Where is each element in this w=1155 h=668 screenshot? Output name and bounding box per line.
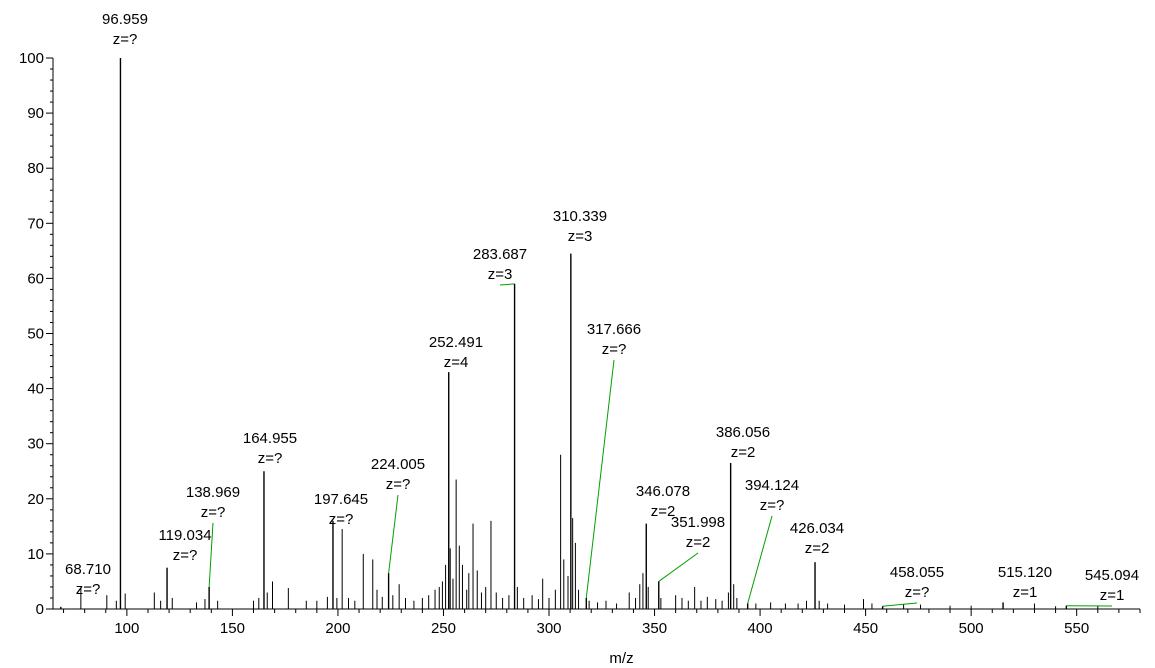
peak-charge-label: z=2 <box>731 444 756 461</box>
peak-charge-label: z=? <box>760 497 785 514</box>
peak-mz-label: 426.034 <box>790 520 844 537</box>
y-tick-label: 80 <box>27 160 44 177</box>
peak-charge-label: z=? <box>258 450 283 467</box>
x-tick-label: 200 <box>325 620 350 637</box>
peak-charge-label: z=? <box>905 584 930 601</box>
peak-mz-label: 252.491 <box>429 334 483 351</box>
label-leader-line <box>585 359 615 599</box>
peak-mz-label: 197.645 <box>314 491 368 508</box>
peak-charge-label: z=1 <box>1013 584 1038 601</box>
peak-charge-label: z=? <box>602 341 627 358</box>
peak-charge-label: z=1 <box>1100 587 1125 604</box>
y-tick-label: 70 <box>27 215 44 232</box>
y-axis-ticks: 0 10 20 30 40 50 60 70 80 90 100 <box>19 50 53 618</box>
peak-charge-label: z=2 <box>805 540 830 557</box>
peak-mz-label: 119.034 <box>158 527 211 544</box>
label-leader-line <box>658 552 699 582</box>
y-tick-label: 40 <box>27 381 44 398</box>
label-leader-line <box>747 515 773 604</box>
peak-mz-label: 96.959 <box>102 11 148 28</box>
label-leader-line <box>882 602 918 607</box>
peak-mz-label: 164.955 <box>243 430 297 447</box>
label-leader-line <box>388 494 399 574</box>
x-tick-label: 250 <box>431 620 456 637</box>
peak-mz-label: 317.666 <box>587 321 641 338</box>
peak-labels: 68.710 z=? 96.959 z=? 119.034 z=? 138.969 z=? 16… <box>65 11 1139 604</box>
axes: 100 150 200 250 300 350 400 450 500 550 0 10 20 30 40… <box>19 50 1141 667</box>
y-tick-label: 10 <box>27 546 44 563</box>
peak-mz-label: 310.339 <box>553 208 607 225</box>
peak-charge-label: z=? <box>113 31 138 48</box>
peak-mz-label: 458.055 <box>890 564 944 581</box>
peak-charge-label: z=? <box>386 476 411 493</box>
y-tick-label: 30 <box>27 436 44 453</box>
x-tick-label: 300 <box>536 620 561 637</box>
x-tick-label: 500 <box>959 620 984 637</box>
x-tick-label: 150 <box>220 620 245 637</box>
y-tick-label: 0 <box>36 601 44 618</box>
peak-mz-label: 545.094 <box>1085 567 1139 584</box>
y-tick-label: 20 <box>27 491 44 508</box>
x-tick-label: 550 <box>1064 620 1089 637</box>
x-tick-label: 350 <box>642 620 667 637</box>
peak-charge-label: z=2 <box>651 503 676 520</box>
x-axis-title: m/z <box>609 650 633 667</box>
spectrum-peaks <box>60 58 1099 609</box>
x-axis-ticks: 100 150 200 250 300 350 400 450 500 550 <box>63 609 1141 637</box>
label-leader-line <box>208 522 214 587</box>
peak-charge-label: z=2 <box>686 534 711 551</box>
label-leader-line <box>499 283 515 286</box>
peak-mz-label: 138.969 <box>186 484 240 501</box>
peak-mz-label: 515.120 <box>998 564 1052 581</box>
peak-mz-label: 68.710 <box>65 561 111 578</box>
peak-mz-label: 346.078 <box>636 483 690 500</box>
x-tick-label: 450 <box>853 620 878 637</box>
x-tick-label: 100 <box>114 620 139 637</box>
peak-mz-label: 386.056 <box>716 424 770 441</box>
y-tick-label: 90 <box>27 105 44 122</box>
peak-charge-label: z=4 <box>444 354 469 371</box>
peak-charge-label: z=? <box>329 511 354 528</box>
y-tick-label: 100 <box>19 50 44 67</box>
y-tick-label: 50 <box>27 326 44 343</box>
peak-charge-label: z=? <box>173 547 198 564</box>
peak-charge-label: z=? <box>201 504 226 521</box>
peak-mz-label: 224.005 <box>371 456 425 473</box>
peak-mz-label: 283.687 <box>473 246 527 263</box>
peak-charge-label: z=? <box>76 581 101 598</box>
label-leader-lines <box>208 283 1113 607</box>
peak-mz-label: 394.124 <box>745 477 799 494</box>
peak-charge-label: z=3 <box>568 228 593 245</box>
x-tick-label: 400 <box>748 620 773 637</box>
peak-charge-label: z=3 <box>488 266 513 283</box>
peak-mz-label: 351.998 <box>671 514 725 531</box>
y-tick-label: 60 <box>27 270 44 287</box>
